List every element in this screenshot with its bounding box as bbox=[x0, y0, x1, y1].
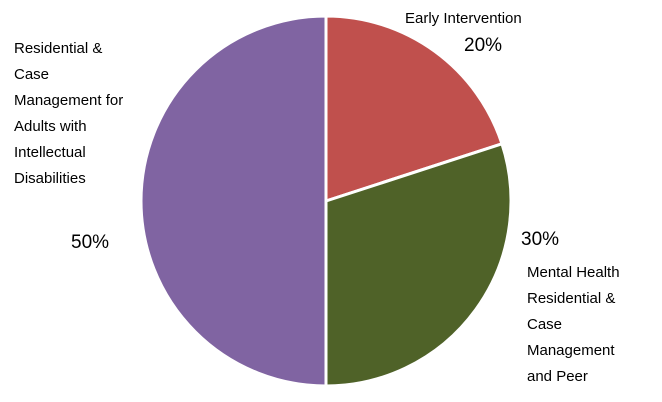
pie-slice-residential-case-management-for-adults-with-intellectual-disabilities bbox=[139, 14, 328, 388]
slice-percent-mental-health: 30% bbox=[521, 229, 560, 250]
pie-slice-mental-health-residential-case-management-and-peer bbox=[324, 142, 513, 388]
label-line: Mental Health bbox=[527, 264, 620, 281]
label-line: Case bbox=[527, 316, 563, 333]
label-line: Management for bbox=[14, 92, 124, 109]
slice-label-residential-adults: Residential & Case Management for Adults… bbox=[14, 36, 123, 192]
label-line: Adults with bbox=[14, 118, 87, 135]
label-line: Intellectual bbox=[14, 144, 86, 161]
slice-label-early-intervention: Early Intervention bbox=[405, 6, 522, 32]
label-line: Disabilities bbox=[14, 170, 86, 187]
label-line: Residential & bbox=[527, 290, 616, 307]
label-line: Early Intervention bbox=[405, 10, 522, 27]
slice-label-mental-health: Mental Health Residential & Case Managem… bbox=[527, 260, 620, 390]
slice-percent-early-intervention: 20% bbox=[464, 35, 503, 56]
label-line: Case bbox=[14, 66, 50, 83]
label-line: Management bbox=[527, 342, 615, 359]
pie-slice-early-intervention bbox=[324, 14, 504, 203]
slice-percent-residential-adults: 50% bbox=[71, 232, 110, 253]
label-line: and Peer bbox=[527, 368, 588, 385]
label-line: Residential & bbox=[14, 40, 103, 57]
